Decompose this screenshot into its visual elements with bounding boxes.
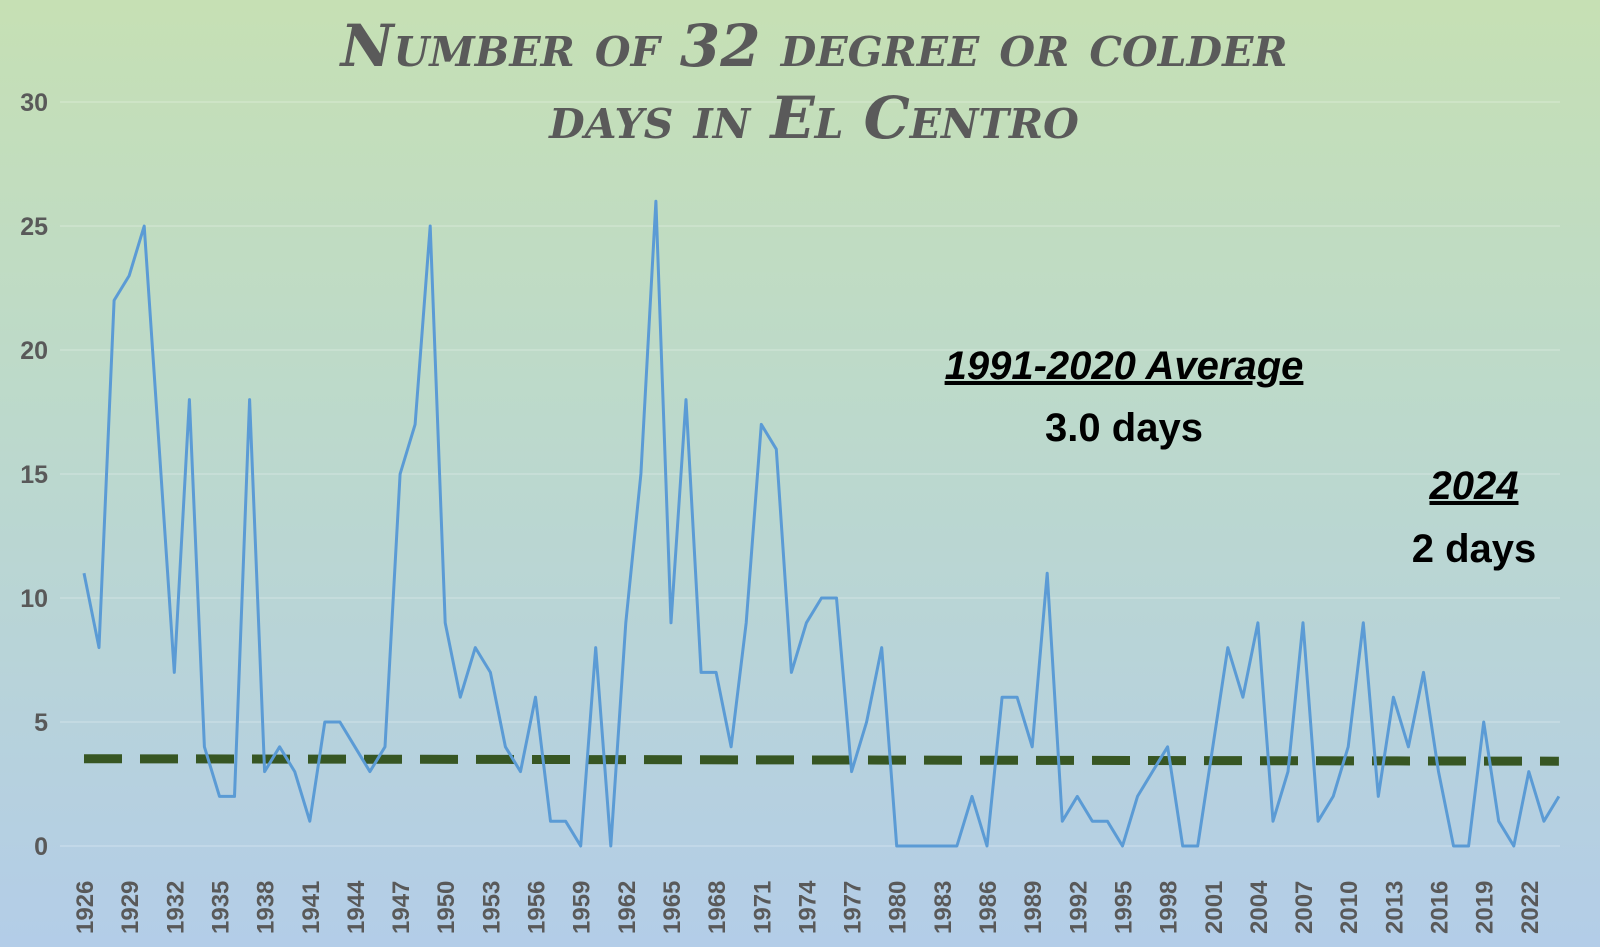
x-tick-label: 1947 (388, 881, 415, 934)
x-tick-label: 1995 (1110, 881, 1137, 934)
x-tick-label: 1992 (1065, 881, 1092, 934)
chart-title-line-1: Number of 32 degree or colder (339, 12, 1288, 80)
x-tick-label: 1950 (433, 881, 460, 934)
x-tick-label: 1980 (885, 881, 912, 934)
y-tick-label: 30 (20, 89, 48, 117)
average-trend-line (83, 754, 1559, 766)
x-tick-label: 1938 (253, 881, 280, 934)
x-tick-label: 1983 (930, 881, 957, 934)
x-tick-label: 1965 (659, 881, 686, 934)
x-tick-label: 1932 (162, 881, 189, 934)
y-tick-label: 20 (20, 337, 48, 365)
y-tick-label: 25 (20, 213, 48, 241)
y-tick-label: 5 (34, 709, 48, 737)
x-tick-label: 2004 (1246, 880, 1273, 934)
y-tick-label: 15 (20, 461, 48, 489)
x-tick-label: 1941 (298, 881, 325, 934)
x-tick-label: 2007 (1291, 881, 1318, 934)
current-year-annotation-heading: 2024 (1429, 464, 1519, 508)
x-tick-label: 1929 (117, 881, 144, 934)
current-year-annotation-value: 2 days (1412, 527, 1537, 571)
x-tick-label: 2001 (1201, 881, 1228, 934)
gridlines (60, 101, 1560, 847)
x-tick-label: 1956 (524, 881, 551, 934)
x-tick-label: 1944 (343, 880, 370, 934)
x-tick-label: 1977 (840, 881, 867, 934)
x-tick-label: 2019 (1472, 881, 1499, 934)
x-tick-label: 2013 (1381, 881, 1408, 934)
y-tick-label: 0 (34, 833, 48, 861)
x-tick-label: 1959 (569, 881, 596, 934)
x-tick-label: 1953 (478, 881, 505, 934)
chart-title-line-2: days in El Centro (548, 84, 1079, 152)
average-annotation-heading: 1991-2020 Average (945, 344, 1304, 388)
series (82, 199, 1561, 848)
x-tick-label: 1926 (72, 881, 99, 934)
x-tick-label: 2016 (1427, 881, 1454, 934)
x-tick-label: 2022 (1517, 881, 1544, 934)
y-axis-ticks: 0 5 10 15 20 25 30 (20, 89, 48, 861)
x-tick-label: 1935 (207, 881, 234, 934)
average-annotation-value: 3.0 days (1045, 406, 1203, 450)
x-tick-label: 2010 (1336, 881, 1363, 934)
x-axis-ticks: 1926 1929 1932 1935 1938 1941 1944 1947 1950 1953… (72, 880, 1544, 934)
x-tick-label: 1998 (1156, 881, 1183, 934)
x-tick-label: 1986 (975, 881, 1002, 934)
x-tick-label: 1962 (614, 881, 641, 934)
x-tick-label: 1968 (704, 881, 731, 934)
freeze-days-series-line (82, 199, 1561, 848)
x-tick-label: 1971 (749, 881, 776, 934)
x-tick-label: 1974 (794, 880, 821, 934)
y-tick-label: 10 (20, 585, 48, 613)
x-tick-label: 1989 (1020, 881, 1047, 934)
